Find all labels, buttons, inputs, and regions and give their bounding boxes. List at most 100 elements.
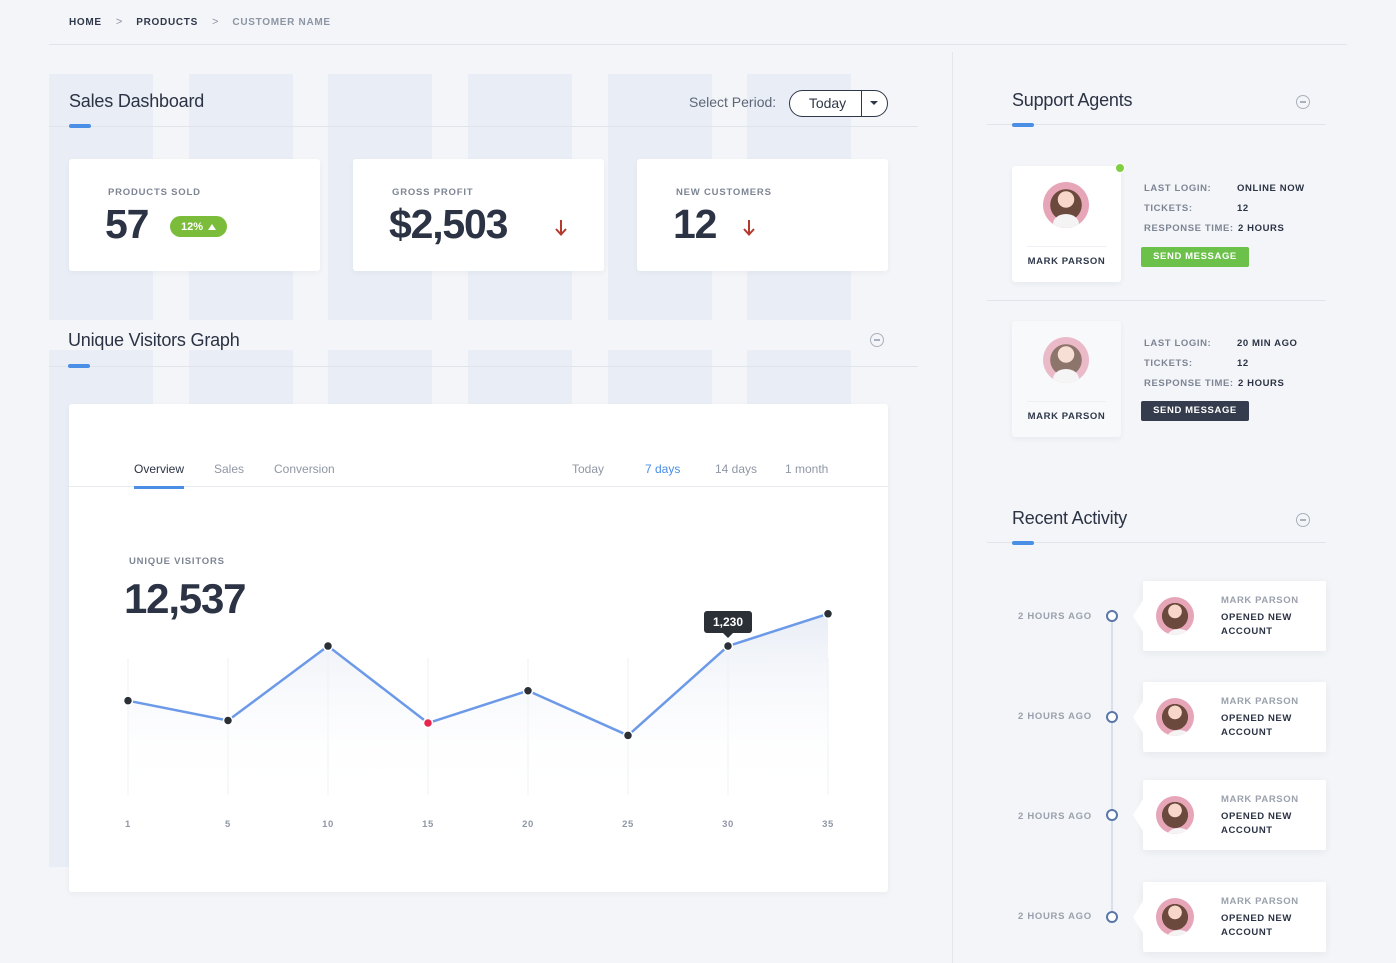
period-select[interactable]: Today — [789, 90, 888, 117]
info-value: 2 HOURS — [1238, 223, 1285, 234]
visitors-graph-card: Overview Sales Conversion Today 7 days 1… — [69, 404, 888, 892]
section-divider — [987, 124, 1326, 125]
range-today[interactable]: Today — [572, 462, 605, 476]
breadcrumb-home[interactable]: HOME — [69, 16, 102, 28]
info-key: TICKETS: — [1144, 203, 1193, 214]
minus-circle-icon[interactable] — [1296, 513, 1310, 527]
divider — [1027, 401, 1106, 402]
avatar — [1156, 597, 1194, 635]
page-title: Sales Dashboard — [69, 91, 205, 111]
avatar — [1043, 337, 1089, 383]
activity-time: 2 HOURS AGO — [1018, 711, 1092, 722]
info-value: ONLINE NOW — [1237, 183, 1305, 194]
x-tick-label: 5 — [225, 819, 231, 830]
avatar — [1156, 698, 1194, 736]
info-value: 12 — [1237, 358, 1249, 369]
stat-value: 12 — [673, 201, 717, 247]
activity-item[interactable]: MARK PARSON OPENED NEW ACCOUNT — [1133, 882, 1326, 952]
timeline-node — [1106, 809, 1118, 821]
stat-label: PRODUCTS SOLD — [108, 187, 201, 198]
minus-circle-icon[interactable] — [870, 333, 884, 347]
stat-value: 57 — [105, 201, 149, 247]
tab-overview[interactable]: Overview — [134, 462, 185, 489]
background-column — [328, 350, 432, 406]
section-accent — [1012, 541, 1034, 545]
info-key: RESPONSE TIME: — [1144, 378, 1234, 389]
range-7-days[interactable]: 7 days — [645, 462, 681, 476]
breadcrumb-products[interactable]: PRODUCTS — [136, 16, 198, 28]
activity-item[interactable]: MARK PARSON OPENED NEW ACCOUNT — [1133, 581, 1326, 651]
agent-info-row: TICKETS: 12 — [1144, 203, 1249, 214]
tab-sales[interactable]: Sales — [214, 462, 245, 476]
agent-card: MARK PARSON — [1012, 166, 1121, 282]
visitors-title: Unique Visitors Graph — [68, 330, 240, 350]
change-value: 12% — [180, 220, 204, 233]
activity-user: MARK PARSON — [1221, 696, 1299, 707]
data-point — [622, 730, 634, 741]
x-tick-label: 15 — [422, 819, 434, 830]
background-column — [468, 350, 572, 406]
graph-tabs: Overview Sales Conversion Today 7 days 1… — [69, 460, 888, 489]
period-label: Select Period: — [689, 94, 777, 110]
info-value: 2 HOURS — [1238, 378, 1285, 389]
activity-text: OPENED NEW ACCOUNT — [1221, 811, 1292, 836]
data-point — [422, 717, 434, 729]
background-column — [608, 350, 712, 406]
activity-user: MARK PARSON — [1221, 794, 1299, 805]
data-point — [122, 695, 134, 706]
agent-card: MARK PARSON — [1012, 321, 1121, 437]
tab-conversion[interactable]: Conversion — [274, 462, 335, 476]
info-key: RESPONSE TIME: — [1144, 223, 1234, 234]
x-tick-label: 30 — [722, 819, 734, 830]
timeline-node — [1106, 911, 1118, 923]
info-value: 20 MIN AGO — [1237, 338, 1298, 349]
minus-circle-icon[interactable] — [1296, 95, 1310, 109]
period-value[interactable]: Today — [808, 95, 847, 111]
activity-item[interactable]: MARK PARSON OPENED NEW ACCOUNT — [1133, 780, 1326, 850]
agent-info-row: LAST LOGIN: ONLINE NOW — [1144, 183, 1305, 194]
background-column — [747, 350, 851, 406]
background-column — [189, 350, 293, 406]
divider — [1027, 246, 1106, 247]
agent-name: MARK PARSON — [1027, 256, 1106, 267]
range-14-days[interactable]: 14 days — [715, 462, 758, 476]
activity-title: Recent Activity — [1012, 508, 1128, 528]
tooltip-pointer — [723, 633, 733, 639]
avatar — [1156, 796, 1194, 834]
agent-name: MARK PARSON — [1027, 411, 1106, 422]
agent-info-row: LAST LOGIN: 20 MIN AGO — [1144, 338, 1298, 349]
timeline-line — [1111, 616, 1113, 916]
x-tick-label: 20 — [522, 819, 534, 830]
section-divider — [49, 126, 918, 127]
agent-info-row: RESPONSE TIME: 2 HOURS — [1144, 378, 1284, 389]
timeline-node — [1106, 711, 1118, 723]
range-1-month[interactable]: 1 month — [785, 462, 829, 476]
send-message-button[interactable]: SEND MESSAGE — [1141, 247, 1249, 267]
breadcrumb-current: CUSTOMER NAME — [232, 16, 331, 28]
data-point — [822, 608, 834, 620]
info-key: TICKETS: — [1144, 358, 1193, 369]
section-accent — [1012, 123, 1034, 127]
activity-text: OPENED NEW ACCOUNT — [1221, 913, 1292, 938]
data-point — [522, 685, 534, 696]
stat-label: NEW CUSTOMERS — [676, 187, 772, 198]
section-divider — [987, 542, 1326, 543]
info-key: LAST LOGIN: — [1144, 183, 1212, 194]
send-message-button[interactable]: SEND MESSAGE — [1141, 401, 1249, 421]
timeline-node — [1106, 610, 1118, 622]
stat-value: $2,503 — [389, 201, 508, 247]
section-divider — [49, 366, 918, 367]
arrow-down-icon — [555, 220, 567, 236]
stat-card-new-customers: NEW CUSTOMERS 12 — [637, 159, 888, 271]
activity-text: OPENED NEW ACCOUNT — [1221, 612, 1292, 637]
activity-user: MARK PARSON — [1221, 595, 1299, 606]
activity-text: OPENED NEW ACCOUNT — [1221, 713, 1292, 738]
metric-label: UNIQUE VISITORS — [129, 556, 225, 567]
section-accent — [69, 124, 91, 128]
agent-divider — [987, 300, 1326, 301]
info-key: LAST LOGIN: — [1144, 338, 1212, 349]
caret-down-icon[interactable] — [861, 91, 887, 116]
activity-item[interactable]: MARK PARSON OPENED NEW ACCOUNT — [1133, 682, 1326, 752]
avatar — [1156, 898, 1194, 936]
stat-card-products-sold: PRODUCTS SOLD 57 12% — [69, 159, 320, 271]
